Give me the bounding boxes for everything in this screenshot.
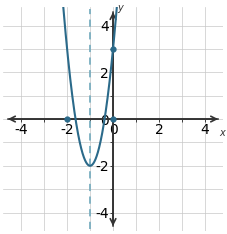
Text: y: y [117, 3, 123, 13]
Text: x: x [218, 128, 224, 138]
